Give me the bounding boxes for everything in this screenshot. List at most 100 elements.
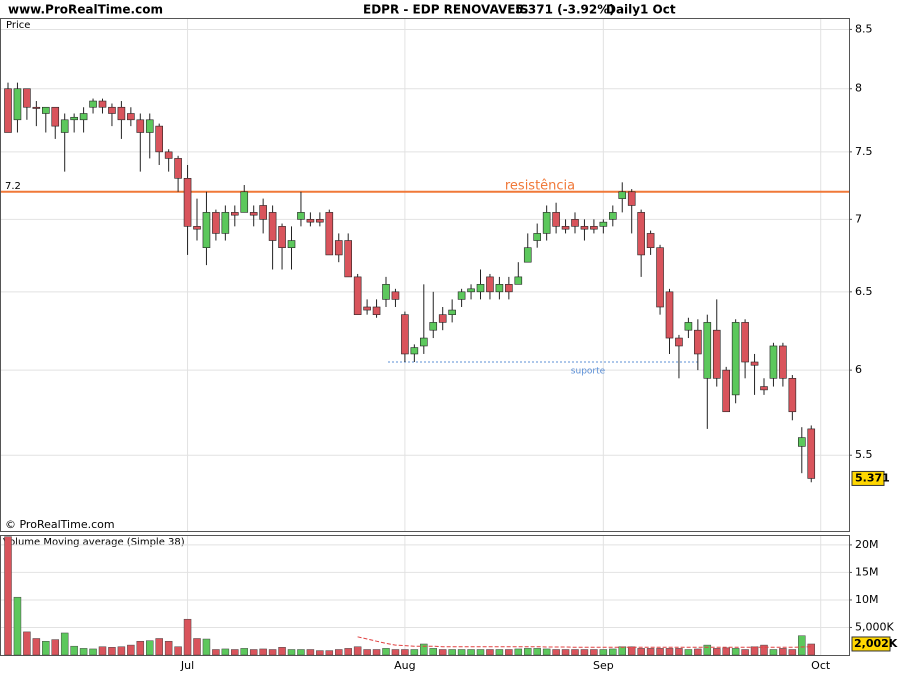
candle-body [316,219,324,223]
candle-body [495,284,504,293]
volume-bar [505,649,513,656]
candle-body [249,212,258,216]
candle-body [476,284,485,293]
y-tick-label: 5.5 [855,448,873,461]
candle-body [174,158,182,179]
volume-bar [665,648,674,656]
candle-body [627,191,636,206]
candle-body [32,106,41,109]
x-tick-label: Jul [180,659,194,672]
candle-body [410,347,419,355]
candle-body [505,284,513,293]
volume-bar [694,648,702,656]
x-tick-label: Sep [593,659,614,672]
volume-bar [268,649,277,656]
candle-body [467,288,475,293]
volume-bar [457,649,466,656]
candle-body [514,276,523,285]
volume-bar [212,649,220,656]
volume-bar [486,649,494,656]
candle-body [127,113,135,121]
volume-panel [0,535,850,656]
volume-bar [23,631,31,656]
candle-body [684,322,693,331]
candle-body [552,212,560,227]
volume-bar [580,649,589,656]
candle-body [580,226,589,230]
volume-bar [798,635,806,656]
volume-bar [32,638,41,656]
volume-bar [741,649,749,656]
panel-label: Price [6,20,30,31]
candle-body [259,205,267,220]
candle-body [306,219,315,223]
volume-bar [646,648,655,656]
x-tick-label: Oct [811,659,831,672]
candle-body [334,240,343,256]
volume-bar [231,649,239,656]
y-tick-label: 6 [855,363,862,376]
candle-body [23,88,31,108]
last-price: 5.371 [855,471,890,484]
candle-body [542,212,551,234]
volume-bar [4,536,12,656]
candle-body [731,322,740,396]
candle-body [382,284,390,300]
candle-body [70,116,78,121]
volume-bar [590,649,598,656]
volume-bar [344,648,352,656]
volume-bar [410,649,419,656]
volume-bar [448,649,456,656]
candle-body [79,113,88,121]
volume-bar [420,643,428,656]
volume-bar [325,650,334,656]
volume-bar [155,638,163,656]
volume-bar [89,648,97,656]
last-price-box [851,470,885,486]
y-tick-label: 7 [855,212,862,225]
volume-bar [278,647,286,656]
candle-body [155,125,163,153]
volume-bar [675,648,683,656]
volume-bar [637,648,645,656]
candle-body [561,226,570,230]
volume-bar [609,648,617,656]
candle-body [363,306,371,311]
volume-bar [372,649,381,656]
resistance-label: resistência [505,178,575,193]
candle-body [41,106,50,114]
volume-bar [60,632,69,656]
candle-body [637,212,645,256]
candle-body [117,106,126,121]
volume-bar [703,644,712,656]
volume-bar [542,648,551,656]
candle-body [760,386,768,391]
candle-body [486,276,494,293]
chart-title: EDPR - EDP RENOVAVEIS [363,3,529,17]
candle-body [231,212,239,216]
volume-bar [552,649,560,656]
candle-body [665,291,674,339]
volume-bar [353,646,362,656]
volume-bar [731,648,740,656]
volume-bar [98,646,107,656]
volume-bar [599,649,608,656]
candle-body [353,276,362,315]
candle-body [287,240,296,248]
candle-body [457,291,466,300]
candle-body [722,369,731,413]
candle-body [193,226,201,230]
site: www.ProRealTime.com [8,3,163,17]
candle-body [183,177,192,227]
candle-body [89,100,97,108]
candle-body [297,212,305,220]
candle-body [98,100,107,108]
candle-body [4,88,12,133]
y-tick-label: 8.5 [855,22,873,35]
volume-bar [108,647,116,656]
volume-bar [193,638,201,656]
candle-body [523,247,532,263]
volume-bar [684,649,693,656]
volume-bar [287,649,296,656]
last-volume: 2,002K [854,637,898,650]
